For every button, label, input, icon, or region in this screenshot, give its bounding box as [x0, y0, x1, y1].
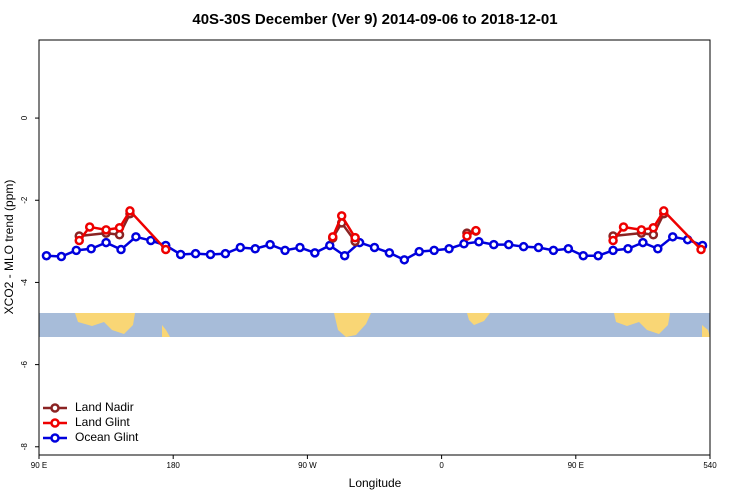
- data-point: [250, 243, 260, 254]
- data-point: [74, 235, 85, 246]
- data-point: [563, 243, 574, 254]
- data-point: [101, 237, 111, 248]
- legend-label: Ocean Glint: [75, 430, 139, 444]
- legend-marker: [50, 418, 60, 428]
- y-tick-label: -2: [20, 196, 29, 204]
- map-strip: [39, 313, 710, 337]
- data-point: [384, 248, 395, 258]
- y-axis-title: XCO2 - MLO trend (ppm): [2, 180, 16, 315]
- data-point: [325, 240, 335, 251]
- data-point: [86, 243, 96, 254]
- data-point: [459, 239, 469, 249]
- legend-label: Land Glint: [75, 415, 130, 429]
- data-point: [131, 232, 141, 242]
- data-point: [653, 243, 663, 254]
- data-point: [548, 245, 559, 256]
- data-point: [190, 248, 201, 259]
- land: [334, 313, 371, 337]
- data-point: [593, 250, 603, 261]
- data-point: [638, 237, 648, 248]
- plot-frame: [38, 39, 711, 456]
- data-point: [414, 246, 424, 257]
- legend-marker: [50, 433, 60, 443]
- data-point: [462, 231, 472, 241]
- data-point: [518, 241, 529, 252]
- legend-label: Land Nadir: [75, 400, 134, 414]
- data-point: [220, 248, 231, 259]
- data-point: [489, 239, 499, 250]
- y-tick-label: -8: [20, 443, 29, 451]
- data-point: [429, 245, 439, 256]
- series-line: [612, 213, 665, 238]
- data-point: [474, 236, 484, 247]
- data-point: [369, 242, 380, 253]
- data-point: [618, 222, 629, 232]
- data-point: [608, 245, 618, 256]
- data-point: [667, 232, 678, 242]
- data-point: [350, 232, 360, 243]
- data-point: [114, 223, 125, 233]
- y-tick-label: -4: [20, 278, 29, 286]
- x-tick-label: 0: [439, 461, 444, 470]
- data-point: [84, 222, 95, 232]
- data-point: [116, 244, 126, 255]
- data-point: [636, 225, 647, 235]
- data-point: [101, 225, 111, 235]
- x-tick-label: 180: [167, 461, 181, 470]
- data-point: [295, 242, 305, 253]
- data-point: [41, 250, 52, 261]
- x-tick-label: 90 E: [31, 461, 47, 470]
- y-tick-label: -6: [20, 361, 29, 369]
- data-point: [696, 244, 706, 255]
- data-point: [444, 243, 454, 254]
- data-point: [471, 225, 481, 236]
- data-point: [265, 239, 275, 250]
- data-point: [336, 211, 347, 221]
- data-point: [160, 244, 171, 255]
- x-tick-label: 90 W: [298, 461, 317, 470]
- data-point: [648, 223, 659, 233]
- data-point: [125, 206, 135, 216]
- data-point: [623, 243, 633, 254]
- data-point: [659, 206, 669, 216]
- data-point: [175, 249, 186, 260]
- data-point: [280, 245, 290, 256]
- land: [467, 313, 490, 325]
- chart-title: 40S-30S December (Ver 9) 2014-09-06 to 2…: [192, 11, 557, 28]
- land: [614, 313, 670, 334]
- data-point: [205, 249, 216, 260]
- data-point: [578, 250, 589, 261]
- data-point: [608, 235, 618, 246]
- x-tick-label: 90 E: [568, 461, 584, 470]
- land: [75, 313, 135, 334]
- land: [162, 325, 170, 337]
- data-point: [399, 255, 410, 265]
- series-line: [79, 213, 132, 238]
- data-point: [71, 245, 82, 256]
- data-point: [533, 242, 544, 253]
- data-point: [310, 248, 320, 258]
- y-tick-label: 0: [20, 115, 29, 120]
- data-point: [339, 250, 350, 261]
- x-axis-title: Longitude: [349, 476, 402, 490]
- legend-marker: [50, 403, 60, 413]
- data-point: [327, 232, 338, 242]
- land: [702, 325, 710, 337]
- data-point: [146, 235, 156, 246]
- x-tick-label: 540: [703, 461, 717, 470]
- ocean-background: [39, 313, 710, 337]
- data-point: [503, 239, 514, 250]
- data-point: [56, 251, 67, 262]
- data-point: [235, 242, 246, 253]
